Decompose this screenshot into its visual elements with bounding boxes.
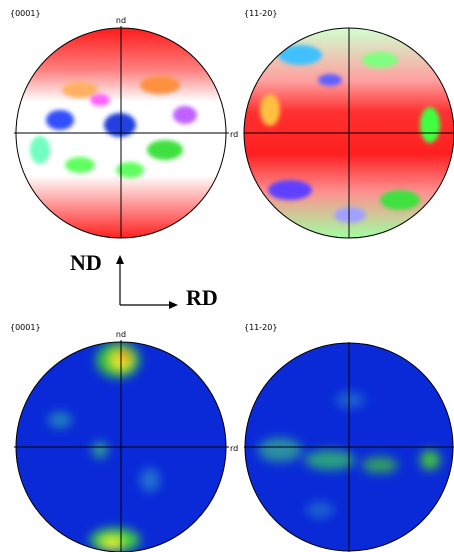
axis-name: RD	[186, 285, 218, 310]
axis-label: nd	[116, 330, 126, 339]
axis-name: ND	[70, 250, 102, 275]
axis-label: rd	[230, 444, 238, 453]
figure-label: {11-20}	[244, 323, 277, 332]
axis-label: rd	[230, 130, 238, 139]
figure-label: {0001}	[10, 9, 41, 18]
axis-label: nd	[116, 16, 126, 25]
figure-label: {11-20}	[244, 9, 277, 18]
axes-legend: ND RD	[70, 250, 218, 310]
figure-label: {0001}	[10, 323, 41, 332]
